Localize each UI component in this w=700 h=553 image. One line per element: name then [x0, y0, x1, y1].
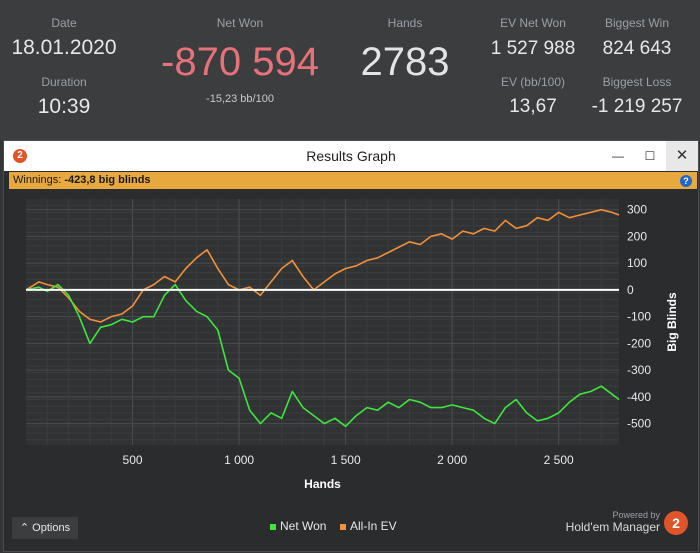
winnings-text: Winnings: -423,8 big blinds: [13, 174, 151, 186]
x-axis-label: Hands: [304, 477, 341, 491]
winnings-banner: Winnings: -423,8 big blinds ?: [9, 172, 697, 189]
powered-by: Powered by Hold'em Manager: [566, 510, 660, 534]
series-all-in-ev-line: [25, 208, 620, 323]
x-tick-label: 1 500: [331, 453, 361, 467]
x-tick-label: 2 000: [437, 453, 467, 467]
biggest-win-label: Biggest Win: [604, 16, 670, 30]
title-bar[interactable]: 2 Results Graph — ☐ ✕: [4, 141, 698, 171]
biggest-loss-value: -1 219 257: [591, 96, 683, 117]
y-tick-label: 200: [627, 229, 647, 243]
biggest-win-value: 824 643: [602, 38, 672, 59]
window-title: Results Graph: [306, 148, 396, 164]
net-won-value: -870 594: [161, 40, 319, 84]
minor-grid: [26, 199, 619, 445]
net-won-label: Net Won: [216, 16, 264, 30]
close-button[interactable]: ✕: [666, 141, 698, 171]
x-tick-label: 2 500: [544, 453, 574, 467]
help-icon[interactable]: ?: [680, 175, 692, 187]
duration-value: 10:39: [37, 95, 91, 118]
x-tick-label: 1 000: [224, 453, 254, 467]
ev-net-won-label: EV Net Won: [500, 16, 566, 30]
powered-by-line1: Powered by: [612, 510, 660, 520]
net-won-swatch: [270, 523, 276, 530]
hm2-logo-icon: 2: [13, 149, 27, 163]
results-chart: 500 1 000 1 500 2 000 2 500 300 200 100 0 -100 -2…: [8, 189, 694, 509]
session-stats-panel: Date 18.01.2020 Duration 10:39 Net Won -…: [0, 0, 700, 140]
y-tick-label: -200: [627, 336, 651, 350]
winnings-value: -423,8 big blinds: [64, 174, 151, 186]
y-tick-label: -500: [627, 417, 651, 431]
hands-value: 2783: [360, 40, 450, 84]
y-tick-label: -400: [627, 390, 651, 404]
biggest-loss-label: Biggest Loss: [602, 75, 672, 89]
y-tick-labels: 300 200 100 0 -100 -200 -300 -400 -500: [627, 203, 651, 431]
ev-bb100-value: 13,67: [509, 96, 557, 117]
results-graph-window: 2 Results Graph — ☐ ✕ Winnings: -423,8 b…: [3, 140, 699, 552]
y-tick-label: 300: [627, 203, 647, 217]
date-label: Date: [51, 16, 77, 30]
ev-net-won-value: 1 527 988: [490, 38, 576, 59]
holdem-manager-logo-icon: 2: [664, 511, 688, 535]
legend-all-in-ev[interactable]: All-In EV: [340, 519, 397, 533]
y-axis-label: Big Blinds: [665, 292, 679, 352]
series-layer: [25, 208, 620, 428]
minimize-button[interactable]: —: [612, 149, 624, 163]
ev-bb100-label: EV (bb/100): [500, 75, 566, 89]
options-button[interactable]: ⌃ Options: [12, 517, 78, 539]
series-net-won-line: [25, 283, 620, 428]
legend-net-won[interactable]: Net Won: [270, 519, 326, 533]
x-tick-labels: 500 1 000 1 500 2 000 2 500: [123, 453, 575, 467]
y-tick-label: 100: [627, 256, 647, 270]
powered-by-line2: Hold'em Manager: [565, 520, 660, 534]
date-value: 18.01.2020: [11, 36, 117, 59]
maximize-button[interactable]: ☐: [644, 149, 656, 163]
y-tick-label: -100: [627, 310, 651, 324]
hands-label: Hands: [387, 16, 423, 30]
legend-net-won-label: Net Won: [280, 519, 327, 533]
net-won-bb100: -15,23 bb/100: [206, 93, 274, 105]
x-tick-label: 500: [123, 453, 143, 467]
duration-label: Duration: [41, 75, 87, 89]
y-tick-label: 0: [627, 283, 634, 297]
legend-all-in-ev-label: All-In EV: [350, 519, 397, 533]
all-in-ev-swatch: [340, 523, 346, 530]
y-tick-label: -300: [627, 363, 651, 377]
winnings-prefix: Winnings:: [13, 174, 65, 186]
